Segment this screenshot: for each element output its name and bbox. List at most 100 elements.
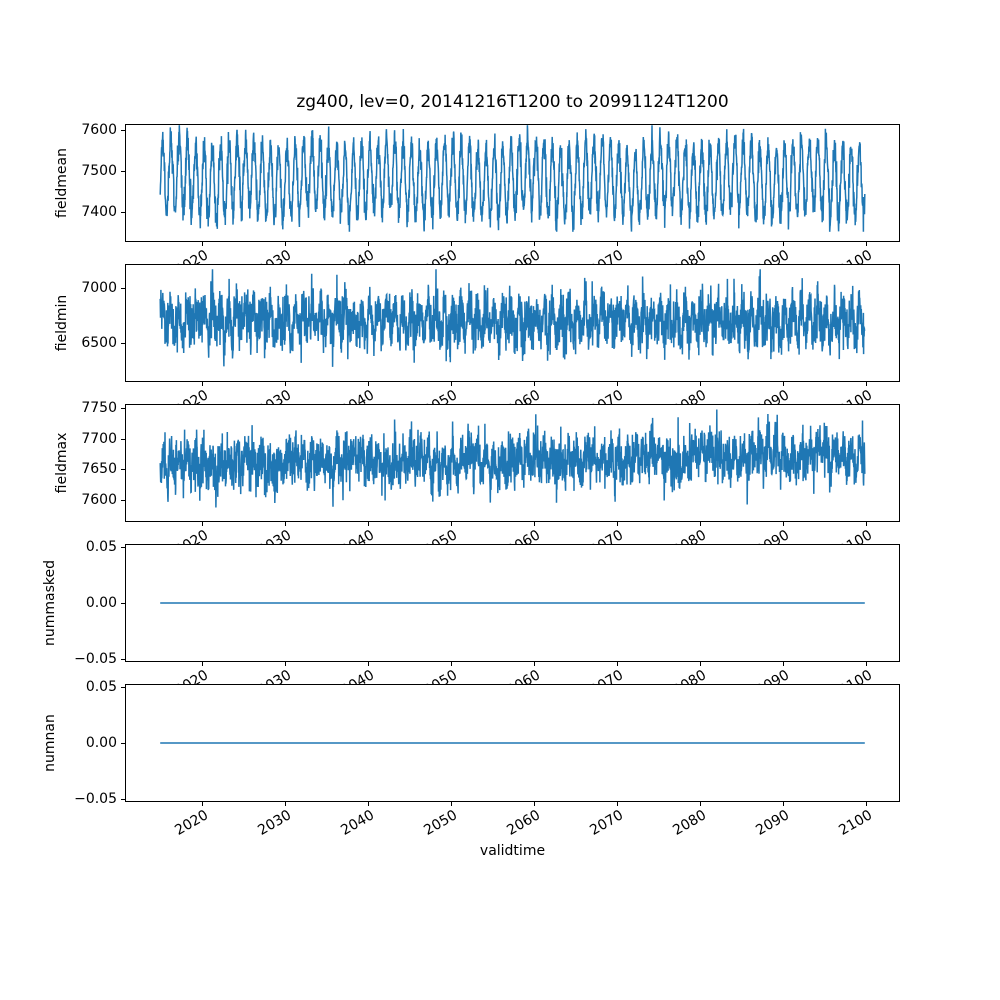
x-tick xyxy=(534,382,535,386)
x-tick xyxy=(617,382,618,386)
y-axis-label: nummasked xyxy=(42,559,58,647)
x-tick xyxy=(783,522,784,526)
x-tick-label: 2030 xyxy=(255,807,295,839)
x-tick xyxy=(202,382,203,386)
x-tick xyxy=(534,802,535,806)
y-tick-label: −0.05 xyxy=(74,791,117,807)
x-tick xyxy=(700,662,701,666)
y-axis-label: fieldmin xyxy=(54,294,70,352)
x-tick xyxy=(617,242,618,246)
x-tick xyxy=(368,802,369,806)
x-tick xyxy=(202,802,203,806)
y-tick xyxy=(121,743,125,744)
y-tick xyxy=(121,687,125,688)
x-tick-label: 2020 xyxy=(172,807,212,839)
y-tick xyxy=(121,212,125,213)
x-tick xyxy=(783,242,784,246)
x-tick xyxy=(451,522,452,526)
y-tick xyxy=(121,500,125,501)
x-tick xyxy=(285,242,286,246)
x-tick xyxy=(617,662,618,666)
x-tick-label: 2090 xyxy=(753,807,793,839)
y-tick xyxy=(121,659,125,660)
x-tick xyxy=(700,242,701,246)
x-tick xyxy=(202,662,203,666)
x-tick xyxy=(783,802,784,806)
y-tick xyxy=(121,469,125,470)
x-tick xyxy=(617,522,618,526)
figure-title: zg400, lev=0, 20141216T1200 to 20991124T… xyxy=(296,92,729,112)
y-axis-label: fieldmean xyxy=(54,148,70,218)
x-tick-label: 2080 xyxy=(670,807,710,839)
y-tick-label: 7600 xyxy=(81,492,117,508)
y-tick-label: 6500 xyxy=(81,335,117,351)
series-polyline xyxy=(159,409,866,508)
y-axis-label: numnan xyxy=(42,714,58,772)
y-tick-label: −0.05 xyxy=(74,651,117,667)
y-tick xyxy=(121,130,125,131)
x-tick xyxy=(783,662,784,666)
x-tick xyxy=(368,662,369,666)
y-tick-label: 7500 xyxy=(81,163,117,179)
y-tick-label: 0.00 xyxy=(85,735,117,751)
series-line-fieldmean xyxy=(159,125,866,232)
x-tick xyxy=(700,522,701,526)
x-tick xyxy=(368,522,369,526)
x-axis-label: validtime xyxy=(479,843,546,859)
x-tick xyxy=(617,802,618,806)
y-tick-label: 0.05 xyxy=(85,679,117,695)
x-tick xyxy=(866,662,867,666)
y-tick-label: 7600 xyxy=(81,122,117,138)
x-tick xyxy=(285,522,286,526)
x-tick xyxy=(451,662,452,666)
x-tick xyxy=(866,802,867,806)
series-line-numnan xyxy=(160,742,865,744)
x-tick xyxy=(285,802,286,806)
y-tick-label: 7000 xyxy=(81,280,117,296)
x-tick xyxy=(866,242,867,246)
x-tick xyxy=(451,382,452,386)
x-tick xyxy=(866,522,867,526)
x-tick xyxy=(285,662,286,666)
x-tick xyxy=(285,382,286,386)
y-tick-label: 0.00 xyxy=(85,595,117,611)
x-tick xyxy=(368,382,369,386)
y-tick xyxy=(121,408,125,409)
series-line-nummasked xyxy=(160,602,865,604)
x-tick xyxy=(700,382,701,386)
x-tick xyxy=(534,522,535,526)
y-tick xyxy=(121,288,125,289)
y-tick-label: 0.05 xyxy=(85,539,117,555)
x-tick-label: 2050 xyxy=(421,807,461,839)
x-tick xyxy=(534,242,535,246)
x-tick xyxy=(534,662,535,666)
x-tick xyxy=(451,242,452,246)
x-tick-label: 2070 xyxy=(587,807,627,839)
x-tick xyxy=(368,242,369,246)
x-tick xyxy=(202,522,203,526)
y-tick xyxy=(121,603,125,604)
y-tick xyxy=(121,343,125,344)
y-tick xyxy=(121,799,125,800)
y-tick-label: 7750 xyxy=(81,400,117,416)
x-tick-label: 2100 xyxy=(836,807,876,839)
series-line-fieldmax xyxy=(159,409,866,508)
series-line-fieldmin xyxy=(159,269,866,367)
x-tick xyxy=(700,802,701,806)
x-tick xyxy=(783,382,784,386)
x-tick xyxy=(202,242,203,246)
y-tick xyxy=(121,439,125,440)
series-polyline xyxy=(159,269,866,367)
x-tick-label: 2060 xyxy=(504,807,544,839)
x-tick-label: 2040 xyxy=(338,807,378,839)
y-tick-label: 7700 xyxy=(81,431,117,447)
y-tick-label: 7400 xyxy=(81,204,117,220)
y-axis-label: fieldmax xyxy=(54,432,70,494)
y-tick-label: 7650 xyxy=(81,461,117,477)
series-polyline xyxy=(159,125,866,232)
x-tick xyxy=(451,802,452,806)
y-tick xyxy=(121,547,125,548)
x-tick xyxy=(866,382,867,386)
y-tick xyxy=(121,171,125,172)
